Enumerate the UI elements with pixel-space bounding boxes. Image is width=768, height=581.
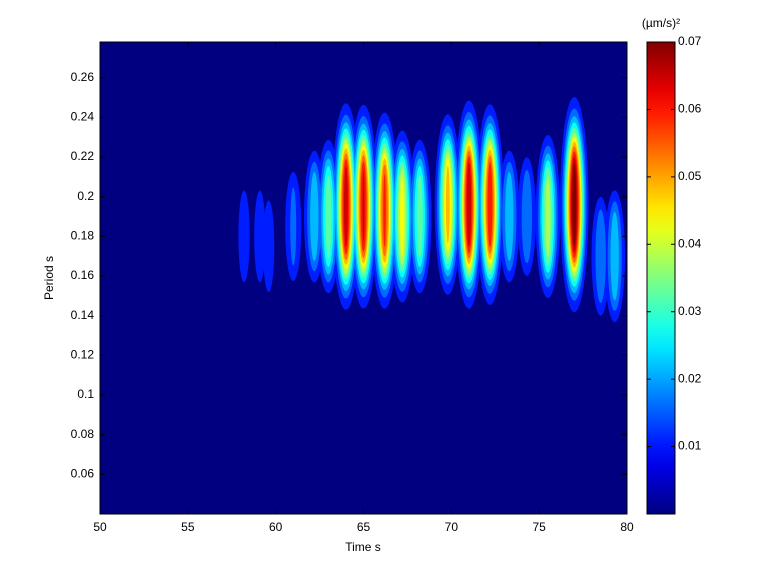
x-axis-label: Time s: [345, 540, 381, 554]
x-tick-label: 80: [620, 520, 634, 534]
colorbar-label: (µm/s)²: [642, 16, 680, 30]
colorbar: [646, 41, 676, 515]
colorbar-tick-label: 0.05: [678, 169, 702, 183]
y-tick-label: 0.22: [71, 149, 95, 163]
contour-band: [595, 209, 606, 303]
contour-band: [399, 176, 405, 257]
x-tick-label: 55: [181, 520, 195, 534]
colorbar-tick-label: 0.06: [678, 102, 702, 116]
contour-band: [344, 166, 348, 247]
x-tick-label: 60: [269, 520, 283, 534]
contour-band: [325, 174, 332, 259]
contour-band: [416, 174, 423, 259]
colorbar-tick-label: 0.03: [678, 304, 702, 318]
y-tick-label: 0.12: [71, 348, 95, 362]
contour-band: [310, 172, 319, 262]
contour-band: [445, 165, 450, 244]
y-tick-label: 0.14: [71, 308, 95, 322]
x-tick-label: 65: [357, 520, 371, 534]
y-tick-label: 0.06: [71, 467, 95, 481]
contour-band: [290, 187, 297, 266]
contour-band: [505, 172, 514, 262]
contour-band: [572, 163, 577, 246]
y-tick-label: 0.2: [77, 189, 94, 203]
contour-band: [610, 211, 619, 301]
y-tick-label: 0.24: [71, 110, 95, 124]
y-tick-label: 0.18: [71, 229, 95, 243]
contour-band: [238, 190, 250, 283]
y-tick-label: 0.08: [71, 427, 95, 441]
y-axis-label: Period s: [42, 256, 56, 300]
x-tick-label: 70: [445, 520, 459, 534]
colorbar-tick-label: 0.01: [678, 439, 702, 453]
contour-band: [262, 200, 275, 293]
colorbar-tick-label: 0.02: [678, 371, 702, 385]
y-tick-label: 0.26: [71, 70, 95, 84]
contour-band: [383, 174, 386, 248]
contour-band: [521, 169, 533, 264]
contour-band: [466, 162, 472, 247]
x-tick-label: 50: [93, 520, 107, 534]
y-tick-label: 0.16: [71, 268, 95, 282]
contour-band: [254, 190, 266, 283]
x-tick-label: 75: [532, 520, 546, 534]
colorbar-tick-label: 0.04: [678, 236, 702, 250]
contour-band: [487, 162, 493, 248]
contours: [238, 97, 626, 323]
contour-band: [545, 175, 551, 258]
y-tick-label: 0.1: [77, 387, 94, 401]
colorbar-tick-label: 0.07: [678, 34, 702, 48]
contour-band: [362, 171, 365, 242]
